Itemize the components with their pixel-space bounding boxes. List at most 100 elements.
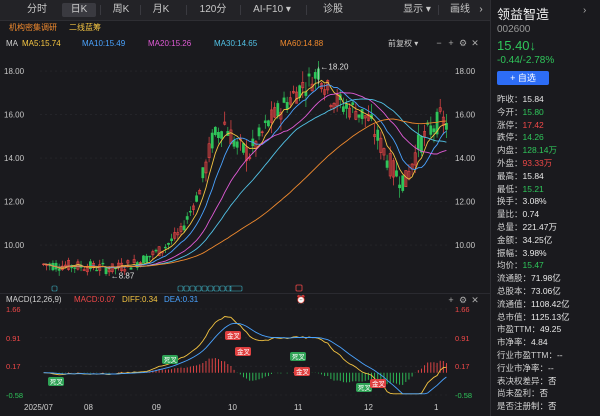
event-marker[interactable] (213, 285, 220, 292)
plus-icon[interactable]: + (448, 295, 454, 305)
candle-body (445, 122, 448, 130)
stat-label: 总量： (497, 222, 523, 232)
date-label: 1 (434, 403, 439, 412)
golden-cross-badge[interactable] (235, 347, 251, 356)
minus-icon[interactable]: − (436, 38, 442, 48)
event-marker[interactable] (225, 285, 232, 292)
candle-body (257, 127, 261, 137)
candle-body (154, 249, 158, 252)
stat-label: 市净率： (497, 337, 532, 348)
stat-label: 总股本： (497, 286, 532, 296)
macd-svg[interactable]: 1.66 1.660.91 0.910.17 0.17-0.58 -0.58 死叉死叉金… (0, 305, 490, 401)
close-icon[interactable]: ✕ (471, 38, 479, 48)
stat-row: 最低：15.21 (497, 183, 544, 195)
stat-label: 总市值： (497, 311, 532, 322)
death-cross-badge[interactable] (356, 383, 372, 392)
tab-weekly-k[interactable]: 周K (112, 4, 130, 15)
candle-body (313, 72, 317, 79)
candle-body (185, 216, 189, 220)
golden-cross-badge[interactable] (370, 379, 386, 388)
signal-label: 死叉 (358, 384, 372, 392)
event-marker[interactable] (201, 285, 208, 292)
tag-institution-research[interactable]: 机构密集调研 (9, 23, 57, 32)
stat-value: -- (556, 350, 563, 360)
stat-row: 量比：0.74 (497, 208, 539, 220)
tab-ai-f10-label: AI-F10 (253, 4, 284, 15)
candle-body (379, 137, 383, 153)
event-marker[interactable] (207, 285, 214, 292)
stat-value: 93.33万 (522, 158, 553, 168)
signal-label: 金叉 (237, 347, 251, 356)
date-label: 10 (228, 403, 237, 412)
stat-row: 市盈TTM：49.25 (497, 323, 561, 335)
candle-body (385, 160, 389, 168)
candle-body (354, 110, 358, 120)
draw-line-button[interactable]: 画线 (450, 4, 470, 15)
stat-label: 行业市净率： (497, 362, 549, 373)
candle-body (288, 97, 292, 105)
stat-value: 221.47万 (522, 222, 558, 232)
stat-row: 外盘：93.33万 (497, 157, 552, 169)
candle-body (235, 141, 239, 148)
event-marker[interactable] (219, 285, 226, 292)
event-marker[interactable] (51, 285, 58, 292)
macd-tick-left: 0.91 (6, 334, 21, 343)
event-marker[interactable] (229, 285, 243, 292)
candle-body (148, 255, 152, 258)
gear-icon[interactable]: ⚙ (458, 38, 468, 48)
gear-icon[interactable]: ⚙ (458, 295, 468, 305)
event-marker[interactable] (189, 285, 196, 292)
candle-body (204, 161, 208, 174)
stat-value: 17.42 (522, 119, 544, 130)
candle-body (101, 262, 105, 265)
golden-cross-badge[interactable] (225, 331, 241, 340)
add-watchlist-button[interactable]: + 自选 (497, 71, 549, 85)
candle-body (213, 126, 217, 136)
golden-cross-badge[interactable] (294, 367, 310, 376)
tag-blue-chip[interactable]: 二线蓝筹 (69, 23, 101, 32)
death-cross-badge[interactable] (48, 377, 64, 386)
macd-chart[interactable]: 1.66 1.66 0.91 0.91 0.17 0.17 -0.58 -0.58 死叉 死叉金… (0, 305, 490, 401)
candle-body (173, 232, 177, 239)
collapse-panel-icon[interactable]: › (583, 5, 587, 16)
macd-legend: MACD(12,26,9) MACD:0.07 DIFF:0.34 DEA:0.… (0, 293, 490, 306)
stat-row: 是否注册制：否 (497, 400, 557, 412)
adjust-mode-dropdown[interactable]: 前复权 ▾ (388, 39, 419, 48)
candle-body (263, 120, 267, 124)
kline-svg[interactable]: 18.00 18.00 16.00 16.00 14.00 14.00 12.00 12.00… (0, 50, 490, 292)
stat-row: 昨收：15.84 (497, 93, 544, 105)
candle-body (217, 131, 220, 138)
tab-monthly-k[interactable]: 月K (152, 4, 170, 15)
stat-label: 外盘： (497, 158, 523, 168)
display-menu[interactable]: 显示 ▾ (400, 3, 434, 17)
candle-body (292, 90, 295, 94)
event-marker[interactable] (195, 285, 202, 292)
collapse-chevron-icon[interactable]: › (479, 4, 483, 15)
tab-120min[interactable]: 120分 (199, 4, 227, 15)
stat-label: 最低： (497, 183, 523, 194)
alarm-icon[interactable]: ⏰ (296, 295, 306, 304)
tab-intraday[interactable]: 分时 (27, 4, 47, 15)
candle-body (270, 109, 273, 123)
event-marker[interactable] (183, 285, 190, 292)
signal-label: 金叉 (296, 367, 310, 376)
alert-marker[interactable] (295, 284, 303, 292)
event-marker[interactable] (177, 285, 184, 292)
macd-tick-left: -0.58 (6, 391, 23, 400)
date-axis: 2025/07 08 09 10 11 12 1 (0, 401, 490, 416)
death-cross-badge[interactable] (162, 355, 178, 364)
chart-toolbar: 分时 日K 周K 月K 120分 AI-F10 ▾ 诊股 显示 ▾ 画线 › (0, 0, 490, 21)
kline-chart[interactable]: 18.00 18.00 16.00 16.00 14.00 14.00 12.00 12.00… (0, 50, 490, 292)
candle-body (82, 269, 86, 271)
close-icon[interactable]: ✕ (471, 295, 479, 305)
candle-body (95, 269, 99, 272)
tab-daily-k[interactable]: 日K (62, 3, 96, 17)
plus-icon[interactable]: + (448, 38, 454, 48)
stat-row: 换手：3.08% (497, 195, 547, 207)
tab-diagnose[interactable]: 诊股 (323, 4, 343, 15)
tab-ai-f10[interactable]: AI-F10 ▾ (248, 3, 296, 17)
high-price-label: ←18.20 (320, 63, 349, 72)
diff-value: DIFF:0.34 (122, 295, 158, 304)
dea-line (43, 322, 447, 395)
death-cross-badge[interactable] (290, 352, 306, 361)
